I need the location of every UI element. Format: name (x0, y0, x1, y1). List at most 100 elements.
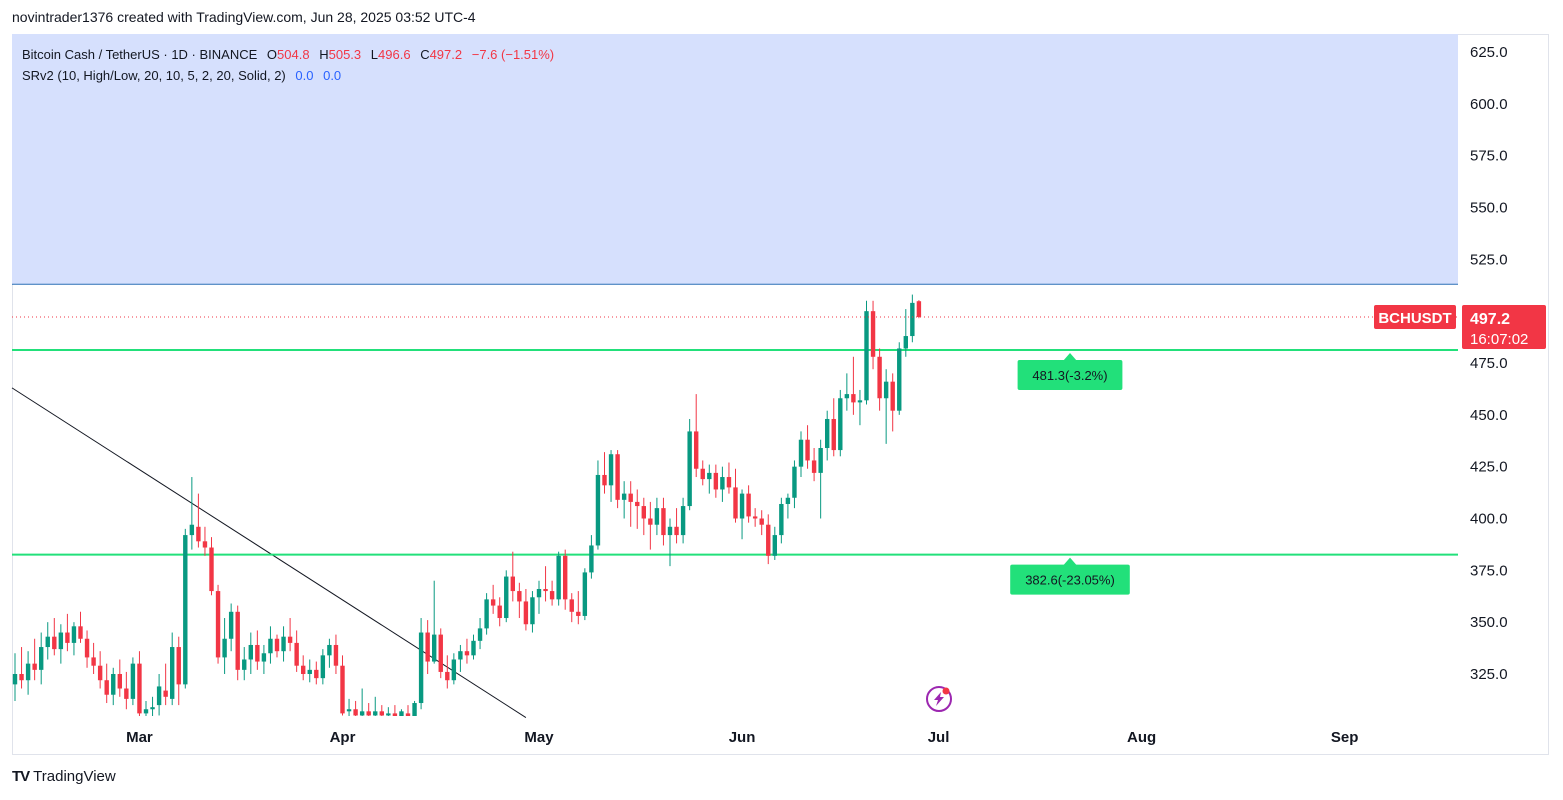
candle (84, 630, 90, 668)
candle (694, 394, 699, 478)
candle (281, 626, 286, 662)
candle-body (766, 524, 771, 556)
candle-body (589, 545, 594, 573)
candle (851, 356, 856, 415)
candle-body (792, 466, 797, 498)
candle-body (536, 588, 542, 598)
candle-body (137, 663, 142, 714)
candle-body (366, 711, 371, 716)
candle-body (445, 671, 450, 681)
tradingview-logo[interactable]: TV TradingView (12, 768, 116, 785)
candle-body (910, 302, 915, 337)
candle-body (549, 591, 555, 600)
candle-body (700, 468, 705, 480)
candle-body (903, 336, 908, 349)
candle (202, 526, 208, 556)
candle-body (261, 653, 267, 662)
candle (327, 638, 332, 668)
candle (346, 698, 352, 716)
candle (130, 657, 136, 706)
candle-body (281, 636, 286, 652)
candle (838, 389, 843, 457)
candle-body (569, 599, 574, 612)
candle (117, 659, 122, 697)
candle-body (825, 418, 830, 449)
candle (432, 580, 437, 664)
candle-body (39, 647, 44, 670)
candle (759, 510, 764, 536)
candle (864, 300, 869, 405)
candle (615, 450, 620, 509)
candle (628, 481, 633, 527)
candle (910, 294, 915, 343)
open-value: 504.8 (277, 47, 310, 62)
candle (883, 369, 889, 444)
candle (78, 611, 83, 643)
tradingview-brand: TradingView (33, 768, 116, 785)
candle-body (621, 493, 627, 500)
candle (792, 460, 797, 509)
candle (713, 464, 719, 498)
candle-body (19, 674, 24, 681)
candle-body (215, 591, 221, 658)
candle-body (255, 644, 260, 662)
candle (825, 410, 830, 461)
candle-body (405, 713, 411, 716)
candle (563, 549, 568, 610)
level-label-upper: 481.3(-3.2%) (1017, 352, 1123, 390)
x-tick-label: May (524, 729, 554, 746)
candle-body (602, 474, 607, 486)
candle-body (864, 311, 869, 401)
candle-body (779, 503, 784, 536)
candle (549, 580, 555, 606)
candle-body (418, 632, 424, 704)
candle (569, 593, 574, 623)
bolt-icon[interactable] (926, 686, 952, 712)
candle (12, 653, 18, 701)
candle (844, 373, 850, 411)
candle-body (170, 647, 175, 699)
candle-body (353, 709, 358, 716)
candle-body (471, 640, 476, 656)
candle-body (143, 709, 149, 714)
level-label-pointer (1063, 557, 1077, 566)
low-value: 496.6 (378, 47, 411, 62)
candle-body (890, 381, 895, 411)
candle-body (897, 348, 902, 411)
high-value: 505.3 (328, 47, 362, 62)
candle-body (346, 709, 352, 712)
candle (608, 450, 614, 502)
candle (543, 566, 548, 602)
candle (301, 655, 306, 681)
y-tick-label: 450.0 (1470, 407, 1508, 424)
level-label-lower: 382.6(-23.05%) (1010, 557, 1130, 595)
candle-body (242, 659, 247, 670)
candle-body (425, 632, 430, 662)
candle (635, 489, 640, 529)
candle (405, 705, 411, 716)
candle (707, 464, 712, 494)
legend-symbol[interactable]: Bitcoin Cash / TetherUS · 1D · BINANCE (22, 47, 258, 62)
candle (667, 518, 673, 567)
candle (877, 348, 882, 411)
candle-body (752, 516, 758, 519)
x-tick-label: Jul (928, 729, 950, 746)
indicator-value-1: 0.0 (295, 68, 314, 83)
y-tick-label: 325.0 (1470, 666, 1508, 683)
candle-body (379, 711, 384, 716)
candle (314, 661, 319, 685)
candle (340, 655, 345, 716)
candle (890, 373, 895, 432)
candle-body (183, 535, 188, 685)
candle-body (818, 448, 823, 473)
level-label-pointer (1063, 352, 1077, 361)
candle-body (543, 588, 548, 592)
level-label-box (1010, 564, 1130, 595)
indicator-name[interactable]: SRv2 (10, High/Low, 20, 10, 5, 2, 20, So… (22, 68, 286, 83)
candle (222, 618, 227, 674)
candle-body (451, 659, 457, 681)
candle-body (844, 394, 850, 399)
candle (818, 439, 823, 519)
candle (458, 644, 463, 672)
